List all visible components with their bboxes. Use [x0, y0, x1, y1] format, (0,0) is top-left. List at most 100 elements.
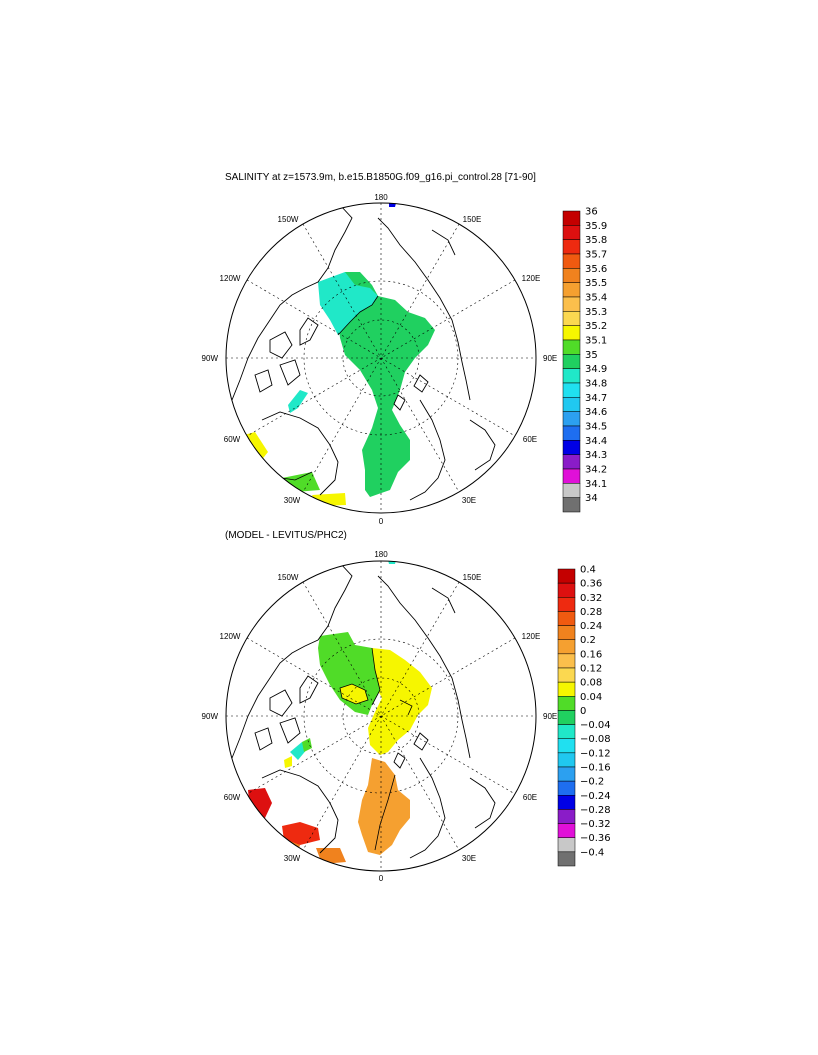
panel2-lon-90w: 90W: [202, 712, 219, 721]
panel1-colorbar-label: 35.1: [585, 336, 607, 347]
panel2-colorbar-box: [557, 681, 576, 697]
panel1-colorbar-box: [562, 468, 581, 484]
panel1-lon-120e: 120E: [522, 274, 541, 283]
panel1-colorbar-box: [562, 311, 581, 326]
panel2-lon-150w: 150W: [278, 573, 299, 582]
panel2-colorbar-label: 0.12: [580, 664, 602, 675]
panel2-colorbar-box: [557, 597, 576, 612]
panel1-colorbar-box: [562, 225, 581, 240]
panel1-lon-120w: 120W: [220, 274, 241, 283]
panel1-colorbar-box: [562, 210, 581, 226]
panel2-colorbar-box: [557, 837, 576, 853]
panel1-colorbar-label: 35.9: [585, 221, 607, 232]
panel2-colorbar-label: 0.36: [580, 579, 602, 590]
panel2-colorbar-label: 0.2: [580, 635, 596, 646]
panel1-colorbar-label: 34.6: [585, 407, 607, 418]
panel2-fill-orange-atlantic: [358, 758, 410, 855]
panel2-colorbar-label: 0.24: [580, 621, 602, 632]
panel1-colorbar-box: [562, 325, 581, 341]
panel2-colorbar-box: [557, 611, 576, 626]
panel2-colorbar-label: −0.12: [580, 748, 611, 759]
panel2-lon-120e: 120E: [522, 632, 541, 641]
panel1-title: SALINITY at z=1573.9m, b.e15.B1850G.f09_…: [225, 172, 536, 183]
panel2-colorbar-label: −0.4: [580, 847, 604, 858]
panel1-fill-cyan-beaufort: [318, 272, 378, 335]
panel2-coastlines: [231, 562, 496, 859]
panel2-colorbar-label: −0.08: [580, 734, 611, 745]
panel1-fill-cyan-baffin: [288, 390, 308, 413]
panel1-lon-0: 0: [379, 517, 384, 526]
panel1-colorbar-box: [562, 382, 581, 398]
panel2-colorbar-label: −0.24: [580, 791, 611, 802]
panel2-lon-30e: 30E: [462, 854, 476, 863]
panel2-colorbar-label: −0.04: [580, 720, 611, 731]
panel1-colorbar-box: [562, 282, 581, 298]
panel1-lon-60w: 60W: [224, 435, 241, 444]
panel1-lon-180: 180: [374, 193, 388, 202]
panel1-colorbar-box: [562, 296, 581, 312]
panel1-colorbar-box: [562, 483, 581, 498]
panel1-colorbar-label: 34.5: [585, 422, 607, 433]
panel1-colorbar-box: [562, 239, 581, 255]
panel2-colorbar-box: [557, 766, 576, 782]
panel2-lon-60w: 60W: [224, 793, 241, 802]
panel2-colorbar-box: [557, 582, 576, 598]
panel1-colorbar-box: [562, 368, 581, 384]
panel1-lon-150e: 150E: [463, 215, 482, 224]
panel2-boundary: [225, 560, 537, 872]
panel2-fill-green-arctic: [318, 632, 380, 715]
panel2-fill-yellow-baffin: [284, 756, 292, 768]
panel1-colorbar-label: 34.8: [585, 379, 607, 390]
panel1-coastlines: [231, 204, 496, 501]
panel1-colorbar-label: 34.3: [585, 450, 607, 461]
panel1-lon-30w: 30W: [284, 496, 301, 505]
panel2-colorbar-box: [557, 823, 576, 838]
panel1-colorbar-label: 35.4: [585, 293, 607, 304]
panel1-colorbar-label: 35.3: [585, 307, 607, 318]
panel2-colorbar-box: [557, 752, 576, 768]
panel2-fill-red-iceland: [282, 822, 320, 845]
panel1-lon-60e: 60E: [523, 435, 537, 444]
panel2-colorbar-label: −0.32: [580, 819, 611, 830]
panel2-colorbar-label: −0.2: [580, 777, 604, 788]
panel2-lon-30w: 30W: [284, 854, 301, 863]
panel1-colorbar-box: [562, 440, 581, 455]
panel1-fill-green-arctic: [338, 272, 435, 497]
panel1-lon-30e: 30E: [462, 496, 476, 505]
panel1-lon-90e: 90E: [543, 354, 557, 363]
panel2-colorbar: 0.4 0.36 0.32 0.28 0.24 0.2 0.16 0.12 0.08 0.04 0 −…: [557, 565, 611, 867]
panel2-colorbar-box: [557, 710, 576, 725]
panel2-colorbar-label: −0.16: [580, 763, 611, 774]
panel2-lon-60e: 60E: [523, 793, 537, 802]
panel2-colorbar-box: [557, 667, 576, 683]
panel2-colorbar-label: 0: [580, 706, 586, 717]
panel1-colorbar-label: 35.8: [585, 235, 607, 246]
panel1-colorbar-label: 34.4: [585, 436, 607, 447]
panel1-colorbar-box: [562, 354, 581, 369]
panel1-colorbar-label: 35.6: [585, 264, 607, 275]
panel2-graticule: [226, 561, 536, 871]
panel2-colorbar-label: −0.28: [580, 805, 611, 816]
panel2-colorbar-label: 0.04: [580, 692, 602, 703]
panel2-map: 180 0 90W 90E 150W 120W 150E 120E 60W 30…: [202, 550, 558, 883]
panel2-colorbar-box: [557, 809, 576, 824]
panel2-title: (MODEL - LEVITUS/PHC2): [225, 530, 347, 541]
panel1-colorbar-box: [562, 268, 581, 283]
panel2-fill-orange-norway: [316, 848, 346, 864]
panel2-colorbar-box: [557, 639, 576, 655]
panel1-colorbar-label: 34.9: [585, 364, 607, 375]
panel2-lon-90e: 90E: [543, 712, 557, 721]
panel2-colorbar-box: [557, 724, 576, 739]
panel1-colorbar-label: 34.2: [585, 465, 607, 476]
panel2-lon-0: 0: [379, 874, 384, 883]
panel2-colorbar-box: [557, 625, 576, 640]
panel1-map: 180 0 90W 90E 150W 120W 150E 120E 60W 30…: [202, 193, 558, 526]
panel1-colorbar-label: 35.5: [585, 278, 607, 289]
panel1-colorbar-label: 34: [585, 493, 598, 504]
panel1-boundary: [225, 202, 537, 514]
panel2-colorbar-label: 0.08: [580, 678, 602, 689]
panel2-colorbar-box: [557, 696, 576, 711]
panel2-colorbar-label: 0.28: [580, 607, 602, 618]
panel1-colorbar-label: 34.7: [585, 393, 607, 404]
